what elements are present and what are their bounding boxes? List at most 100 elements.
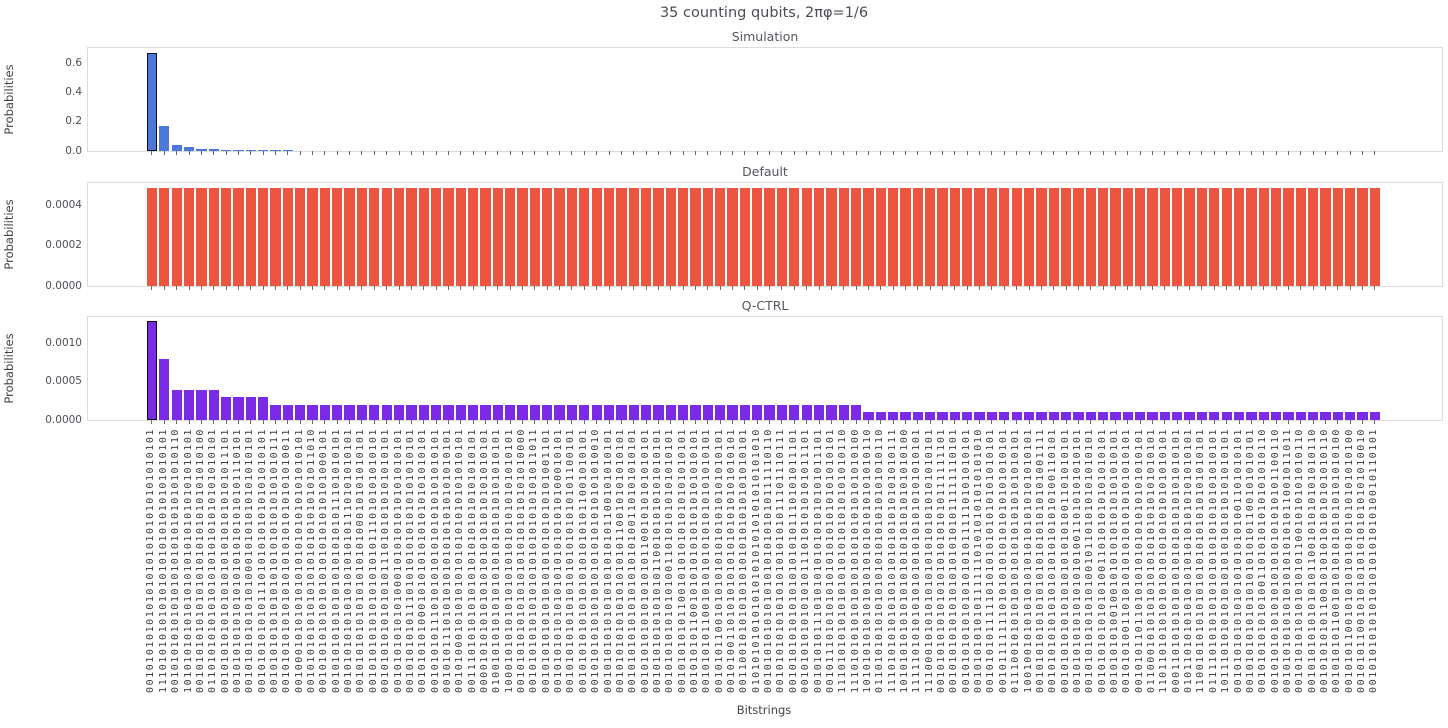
bar (1283, 412, 1294, 420)
x-tick (534, 151, 536, 155)
y-tick-label: 0.4 (65, 86, 82, 99)
bar (653, 404, 664, 420)
x-tick (1065, 286, 1067, 290)
bitstring-label: 00110010101010101010101010101010101 (738, 428, 750, 693)
bar (418, 187, 429, 286)
default-panel: Default Probabilities 0.0000 0.0002 0.0004 (2, 164, 1443, 292)
bar (974, 187, 985, 286)
x-tick (1312, 286, 1314, 290)
x-tick (312, 151, 314, 155)
bar (257, 150, 269, 151)
x-tick (1077, 286, 1079, 290)
x-tick (1300, 420, 1302, 424)
x-tick (929, 420, 931, 424)
x-tick (1127, 420, 1129, 424)
bitstring-label: 00101010011010101010101010101010101 (1121, 428, 1133, 693)
bitstring-label: 00101010101110101010101010101010101 (404, 428, 416, 693)
bitstring-label: 00101010101010101010110010101010101 (614, 428, 626, 693)
x-tick (1213, 151, 1215, 155)
x-tick (262, 151, 264, 155)
bitstring-label: 00101010101010101010101010101010100 (194, 428, 206, 693)
x-tick (1114, 151, 1116, 155)
x-tick (1263, 420, 1265, 424)
x-tick (250, 286, 252, 290)
bar (653, 187, 664, 286)
x-tick (991, 151, 993, 155)
x-tick (707, 420, 709, 424)
x-tick (1053, 286, 1055, 290)
bitstring-label: 00101110101010101010101010101010101 (824, 428, 836, 693)
bitstring-label: 00101010101011101010101010101010101 (256, 428, 268, 693)
bitstring-label: 00101010101010101010101010111111101 (936, 428, 948, 693)
bar (1196, 412, 1208, 420)
bitstring-label: 00101010101010101110101010101010101 (380, 428, 392, 693)
bitstring-label: 10101010101010101010101010101010101 (182, 428, 194, 693)
bitstring-label: 00101010101010101010101010101011010 (306, 428, 318, 693)
bar (295, 404, 306, 420)
x-tick (1176, 420, 1178, 424)
bar (1307, 187, 1319, 286)
x-axis-label: Bitstrings (736, 703, 792, 717)
x-tick (892, 286, 894, 290)
x-tick (1003, 151, 1005, 155)
x-tick (917, 151, 919, 155)
bar (517, 187, 528, 286)
bar (1135, 412, 1146, 420)
bitstring-label: 00101010110010101010101010101010101 (688, 428, 700, 693)
bar (1060, 187, 1072, 286)
bitstring-label: 11100010101010101010101010101010101 (923, 428, 935, 693)
bar (1196, 187, 1208, 286)
x-tick (954, 420, 956, 424)
bitstring-label: 00101010101010101010101011101010101 (330, 428, 342, 693)
x-tick (1028, 151, 1030, 155)
bar (443, 187, 454, 286)
bitstring-label: 00101010111110101010101010101010101 (985, 428, 997, 693)
x-tick (274, 151, 276, 155)
bar (1184, 187, 1195, 286)
bar (307, 187, 318, 286)
bitstring-label: 00101010101010101010101010010110101 (1368, 428, 1380, 693)
bitstring-label: 10101010101010101010101010101010100 (898, 428, 910, 693)
x-tick (917, 286, 919, 290)
x-tick (1201, 151, 1203, 155)
x-tick (435, 286, 437, 290)
x-tick (880, 420, 882, 424)
bar (233, 187, 244, 286)
x-tick (1164, 151, 1166, 155)
x-tick (904, 420, 906, 424)
bar (196, 148, 207, 151)
x-tick (732, 420, 734, 424)
x-tick (1176, 286, 1178, 290)
x-tick (694, 286, 696, 290)
bar (640, 404, 652, 420)
bitstring-label: 01100010101010101010101010101010101 (1146, 428, 1158, 693)
x-tick (423, 286, 425, 290)
bar (925, 412, 936, 420)
bar (1184, 412, 1195, 420)
x-tick (163, 420, 165, 424)
bar (974, 412, 985, 420)
bar (393, 404, 405, 420)
x-tick (929, 151, 931, 155)
x-tick (1077, 151, 1079, 155)
bar (183, 147, 195, 151)
x-tick (324, 286, 326, 290)
bar (850, 404, 862, 420)
qctrl-panel: Q-CTRL Probabilities 0.0000 0.0005 0.0010 (2, 298, 1443, 426)
bitstring-label: 00101010101100101010101010101010110 (1318, 428, 1330, 693)
bar (332, 404, 343, 420)
bar (1258, 187, 1269, 286)
x-tick (1152, 420, 1154, 424)
bar (1073, 412, 1084, 420)
bar (887, 412, 899, 420)
bar (430, 187, 442, 286)
x-tick (1374, 286, 1376, 290)
bitstring-label: 00101010110010101010101010101010100 (1331, 428, 1343, 693)
x-tick (596, 151, 598, 155)
x-tick (1275, 151, 1277, 155)
x-tick (793, 151, 795, 155)
x-tick (1090, 151, 1092, 155)
bar (616, 404, 627, 420)
bar (1246, 187, 1257, 286)
bitstring-label: 00101010100100101010101010101010101 (1108, 428, 1120, 693)
